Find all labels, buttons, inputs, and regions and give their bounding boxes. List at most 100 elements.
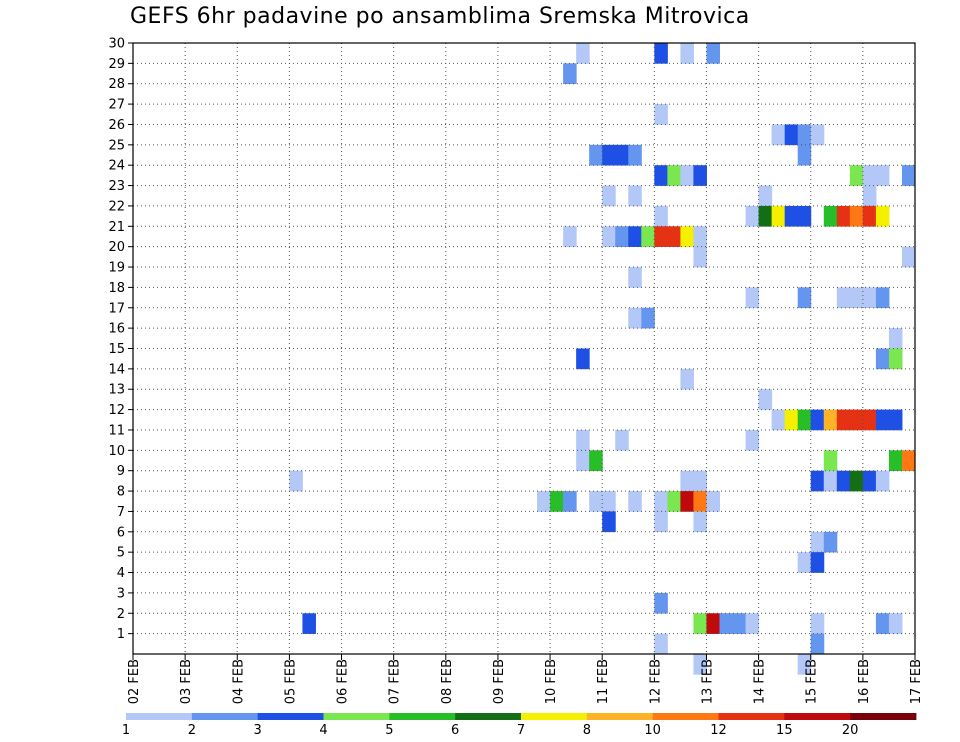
heatmap-cell (888, 613, 903, 634)
heatmap-cell (745, 287, 760, 309)
heatmap-cell (810, 124, 825, 146)
heatmap-cell (862, 185, 877, 207)
heatmap-cell (693, 226, 707, 247)
heatmap-cell (615, 226, 629, 247)
x-tick-label: 05 FEB (283, 659, 298, 704)
colorbar-swatch (389, 713, 456, 720)
heatmap-cell (628, 144, 642, 166)
y-tick-label: 20 (108, 240, 125, 255)
y-tick-label: 23 (108, 179, 125, 194)
heatmap-cell (576, 348, 590, 370)
heatmap-cell (771, 124, 786, 146)
heatmap-cell (862, 165, 877, 186)
heatmap-cell (537, 491, 551, 512)
heatmap-cell (810, 531, 825, 553)
heatmap-cell (745, 429, 760, 451)
x-tick-label: 14 FEB (753, 659, 768, 704)
heatmap-cell (797, 654, 812, 675)
heatmap-cell (849, 287, 864, 309)
heatmap-cell (823, 470, 838, 492)
heatmap-cell (563, 226, 577, 247)
heatmap-cell (758, 389, 773, 410)
colorbar-swatch (850, 713, 917, 720)
heatmap-cell (849, 470, 864, 492)
x-tick-label: 17 FEB (909, 659, 924, 704)
heatmap-cell (771, 205, 786, 227)
y-tick-label: 14 (108, 362, 125, 377)
heatmap-cell (680, 470, 694, 492)
heatmap-cell (862, 470, 877, 492)
heatmap-cell (745, 613, 760, 634)
x-tick-label: 12 FEB (648, 659, 663, 704)
x-tick-label: 13 FEB (700, 659, 715, 704)
heatmap-cell (693, 246, 707, 268)
heatmap-cell (693, 654, 707, 675)
heatmap-cell (654, 511, 668, 533)
heatmap-cell (641, 307, 655, 329)
y-tick-label: 16 (108, 322, 125, 337)
y-tick-label: 17 (108, 301, 125, 316)
heatmap-cell (302, 613, 316, 634)
heatmap-cell (719, 613, 734, 634)
heatmap-cell (693, 491, 707, 512)
y-tick-label: 5 (117, 546, 125, 561)
colorbar-swatch (257, 713, 324, 720)
heatmap-cell (875, 287, 890, 309)
heatmap-cell (875, 348, 890, 370)
heatmap-cell (641, 226, 655, 247)
heatmap-cell (810, 633, 825, 655)
heatmap-cell (706, 491, 720, 512)
heatmap-cell (550, 491, 564, 512)
heatmap-cell (563, 63, 577, 85)
colorbar-swatch (586, 713, 654, 720)
heatmap-cell (563, 491, 577, 512)
heatmap-cell (797, 287, 812, 309)
heatmap-cell (836, 409, 851, 431)
y-tick-label: 4 (117, 566, 125, 581)
x-tick-label: 06 FEB (336, 659, 351, 704)
y-tick-label: 18 (108, 281, 125, 296)
heatmap-cell (888, 328, 903, 349)
heatmap-cell (680, 43, 694, 64)
heatmap-cell (602, 226, 616, 247)
y-tick-label: 1 (117, 627, 125, 642)
colorbar: 1 2 3 4 5 6 7 8 10 12 15 20 (122, 713, 917, 738)
y-tick-label: 11 (108, 423, 125, 438)
heatmap-cell (602, 491, 616, 512)
heatmap-cell (901, 165, 915, 186)
heatmap-cell (849, 409, 864, 431)
y-tick-label: 10 (108, 444, 125, 459)
colorbar-tick-label: 5 (385, 723, 393, 738)
heatmap-cell (654, 165, 668, 186)
heatmap-cell (823, 409, 838, 431)
colorbar-tick-label: 4 (319, 723, 327, 738)
heatmap-cell (667, 165, 681, 186)
y-tick-label: 2 (117, 607, 125, 622)
heatmap-cell (680, 165, 694, 186)
heatmap-cell (589, 144, 603, 166)
heatmap-cell (823, 531, 838, 553)
heatmap-cell (836, 470, 851, 492)
heatmap-cell (628, 226, 642, 247)
heatmap-cell (602, 185, 616, 207)
heatmap-cell (602, 511, 616, 533)
heatmap-cell (849, 165, 864, 186)
heatmap-cell (810, 470, 825, 492)
heatmap-cell (823, 450, 838, 471)
heatmap-cell (758, 185, 773, 207)
heatmap-cell (628, 267, 642, 288)
y-tick-label: 21 (108, 220, 125, 235)
heatmap-cell (654, 592, 668, 614)
x-tick-label: 07 FEB (388, 659, 403, 704)
heatmap-cell (576, 450, 590, 471)
heatmap-cell (797, 552, 812, 573)
y-tick-label: 6 (117, 525, 125, 540)
heatmap-cell (693, 165, 707, 186)
heatmap-cell (849, 205, 864, 227)
chart-title: GEFS 6hr padavine po ansamblima Sremska … (130, 4, 750, 29)
y-tick-label: 26 (108, 118, 125, 133)
heatmap-cell (602, 144, 616, 166)
heatmap-cell (784, 124, 799, 146)
heatmap-cell (589, 450, 603, 471)
colorbar-tick-label: 3 (254, 723, 262, 738)
